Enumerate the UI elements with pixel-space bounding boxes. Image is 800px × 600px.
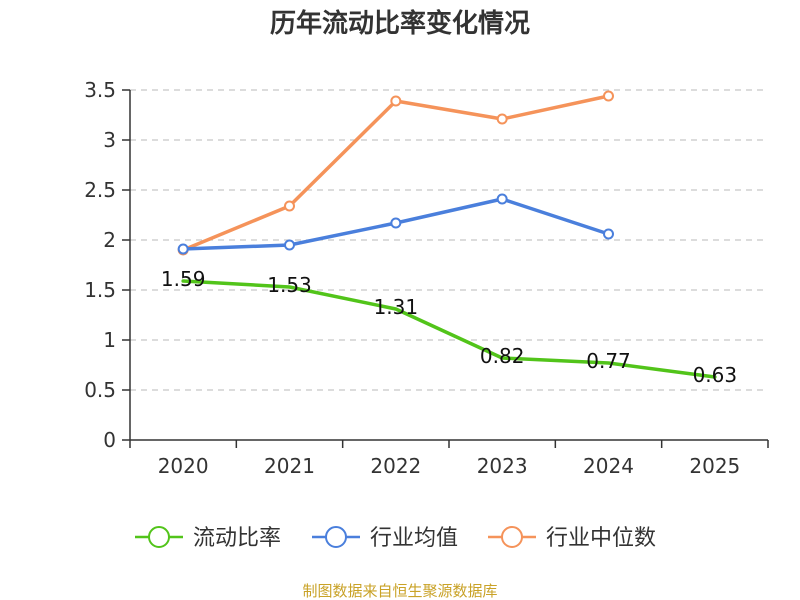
data-label: 1.59 — [161, 267, 206, 291]
data-point — [177, 243, 189, 255]
x-tick-label: 2022 — [370, 454, 421, 478]
legend-marker — [325, 526, 347, 548]
data-label: 1.31 — [374, 295, 419, 319]
x-tick-label: 2020 — [158, 454, 209, 478]
legend-marker — [501, 526, 523, 548]
y-tick-label: 2 — [103, 228, 116, 252]
data-point — [390, 217, 402, 229]
data-point — [284, 239, 295, 251]
y-tick-label: 3.5 — [84, 78, 116, 102]
legend-label: 行业均值 — [370, 526, 458, 551]
data-label: 0.82 — [480, 344, 525, 368]
data-point — [284, 200, 295, 212]
y-tick-label: 1 — [103, 328, 116, 352]
data-point — [390, 95, 402, 107]
data-labels: 1.59 1.53 1.31 0.82 0.77 0.63 — [161, 267, 737, 387]
data-label: 0.63 — [693, 363, 738, 387]
legend-item[interactable]: 流动比率 — [135, 526, 281, 551]
chart-title: 历年流动比率变化情况 — [270, 8, 530, 39]
legend-item[interactable]: 行业均值 — [312, 526, 458, 551]
data-point — [496, 113, 508, 125]
legend[interactable]: 流动比率 行业均值 行业中位数 — [135, 526, 656, 551]
data-point — [603, 90, 614, 102]
series-2 — [177, 90, 614, 256]
data-label: 1.53 — [267, 273, 312, 297]
y-tick-label: 3 — [103, 128, 116, 152]
data-label: 0.77 — [586, 349, 631, 373]
series-layer — [177, 90, 717, 379]
data-point — [603, 228, 614, 240]
legend-marker — [148, 526, 170, 548]
legend-label: 行业中位数 — [546, 526, 656, 551]
source-note: 制图数据来自恒生聚源数据库 — [302, 582, 497, 600]
legend-label: 流动比率 — [193, 526, 281, 551]
x-tick-label: 2024 — [583, 454, 634, 478]
x-tick-label: 2023 — [477, 454, 528, 478]
y-tick-label: 2.5 — [84, 178, 116, 202]
legend-item[interactable]: 行业中位数 — [488, 526, 656, 551]
grid-lines — [130, 89, 768, 391]
data-point — [496, 193, 508, 205]
series-line — [181, 279, 717, 379]
axes: 0 0.5 1 1.5 2 2.5 3 3.5 2020 2021 2022 2023 2024 2025 — [84, 78, 769, 478]
series-1 — [177, 193, 614, 255]
series-0 — [181, 279, 717, 379]
y-tick-label: 0 — [103, 428, 116, 452]
x-tick-label: 2021 — [264, 454, 315, 478]
x-tick-label: 2025 — [689, 454, 740, 478]
y-tick-label: 0.5 — [84, 378, 116, 402]
y-tick-label: 1.5 — [84, 278, 116, 302]
